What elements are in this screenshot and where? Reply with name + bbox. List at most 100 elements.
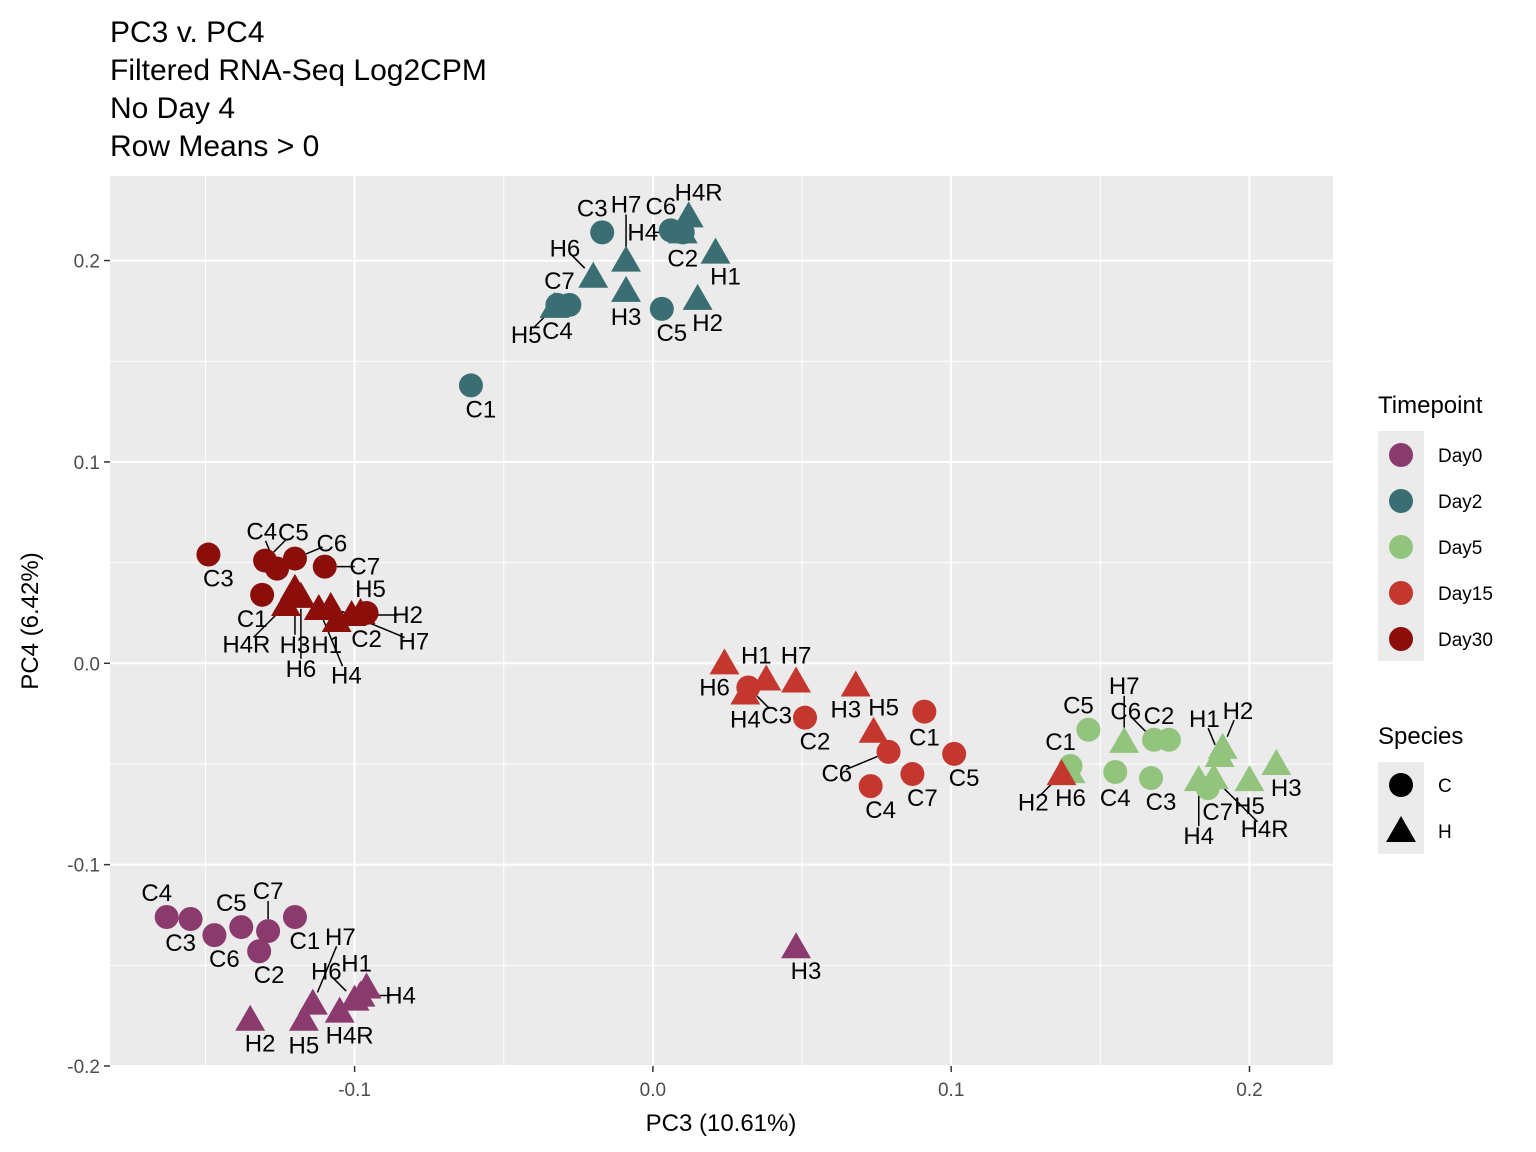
point-label-day2-h1: H1: [710, 264, 741, 291]
point-label-day2-h6: H6: [550, 235, 581, 262]
point-day5-h2: [1207, 732, 1238, 759]
point-day15-c2: [793, 705, 818, 730]
point-day2-h4r: [673, 201, 704, 228]
point-label-day15-c2: C2: [800, 729, 831, 756]
point-day15-h1: [751, 664, 782, 691]
point-label-day30-c4: C4: [246, 519, 277, 546]
point-label-day2-c4: C4: [542, 318, 573, 345]
point-day5-c5: [1076, 717, 1101, 742]
point-label-day5-c1: C1: [1045, 729, 1076, 756]
data-points: [154, 201, 1292, 1031]
point-label-day5-c4: C4: [1100, 785, 1131, 812]
point-day30-h5: [345, 597, 376, 624]
point-label-day15-c4: C4: [865, 797, 896, 824]
point-label-day2-c2: C2: [667, 245, 698, 272]
point-label-day0-c4: C4: [141, 880, 172, 907]
point-label-day5-h7: H7: [1109, 673, 1140, 700]
point-day5-c3: [1139, 766, 1164, 791]
point-label-day2-h4: H4: [627, 219, 658, 246]
point-day0-c6: [202, 923, 227, 948]
point-label-day0-c1: C1: [290, 928, 321, 955]
y-tick-label: 0.2: [74, 252, 100, 273]
point-label-day2-h3: H3: [611, 304, 642, 331]
point-label-day15-c6: C6: [821, 760, 852, 787]
point-label-day5-c6: C6: [1110, 699, 1141, 726]
point-label-day30-h1: H1: [311, 632, 342, 659]
point-label-day5-h4r: H4R: [1241, 816, 1289, 843]
legend-label-species-c: C: [1438, 776, 1452, 797]
legend-species: CH: [1378, 762, 1452, 854]
leader-line-day5-h1: [1207, 727, 1216, 746]
point-day0-c3: [178, 907, 203, 932]
legend-label-day5: Day5: [1438, 538, 1482, 559]
point-label-day15-h5: H5: [868, 695, 899, 722]
y-axis-title: PC4 (6.42%): [17, 552, 44, 689]
point-label-day15-h6: H6: [699, 674, 730, 701]
legend-key-species-h: [1386, 816, 1416, 843]
leader-line-day15-c3: [756, 695, 771, 710]
point-label-day2-c1: C1: [466, 396, 497, 423]
legend-key-species-c: [1389, 773, 1413, 797]
leader-line-day30-c5: [273, 538, 287, 553]
point-label-day30-h2: H2: [392, 602, 423, 629]
point-label-day5-c5: C5: [1063, 693, 1094, 720]
point-label-day0-h1: H1: [341, 950, 372, 977]
point-day2-c1: [458, 373, 483, 398]
y-tick-label: -0.2: [67, 1057, 100, 1078]
point-day15-c4: [858, 774, 883, 799]
point-day0-h4r: [324, 996, 355, 1023]
legend-key-day5: [1389, 535, 1413, 559]
point-day0-h6: [339, 984, 370, 1011]
point-day2-h6: [578, 261, 609, 288]
point-label-day2-h4r: H4R: [675, 179, 723, 206]
point-label-day5-h3: H3: [1271, 775, 1302, 802]
point-day0-h3: [781, 932, 812, 959]
leader-line-day30-c6: [305, 546, 323, 555]
point-day30-c5: [253, 548, 278, 573]
point-label-day5-h1: H1: [1189, 706, 1220, 733]
point-label-day0-c7: C7: [253, 878, 284, 905]
point-day0-c2: [247, 939, 272, 964]
chart-title-line-4: Row Means > 0: [110, 130, 319, 163]
point-day2-h4: [667, 217, 698, 244]
point-day0-c7: [256, 919, 281, 944]
point-day0-c4: [154, 904, 179, 929]
point-day5-c6: [1142, 727, 1167, 752]
point-label-day2-c5: C5: [656, 320, 687, 347]
point-label-day30-h5: H5: [355, 576, 386, 603]
leader-line-day15-c6: [845, 755, 878, 771]
point-label-day2-h5: H5: [511, 322, 542, 349]
point-label-day2-c7: C7: [544, 268, 575, 295]
point-label-day30-h4: H4: [331, 662, 362, 689]
plot-panel: [110, 176, 1333, 1066]
y-axis-ticks: -0.2 -0.1 0.0 0.1 0.2: [67, 252, 110, 1078]
point-label-day0-c2: C2: [254, 962, 285, 989]
point-label-day30-h3: H3: [280, 632, 311, 659]
point-label-day15-c1: C1: [909, 725, 940, 752]
leader-line-day5-c6: [1132, 718, 1147, 732]
point-day0-c1: [282, 904, 307, 929]
leader-line-day0-h7: [316, 946, 338, 993]
y-tick-label: -0.1: [67, 856, 100, 877]
point-day15-h6: [709, 648, 740, 675]
point-day15-h4: [730, 678, 761, 705]
point-label-day30-c2: C2: [351, 626, 382, 653]
point-day2-h1: [700, 237, 731, 264]
x-tick-label: -0.1: [338, 1080, 371, 1101]
point-day0-c5: [229, 915, 254, 940]
point-label-day5-h2: H2: [1223, 698, 1254, 725]
point-day5-h4r: [1198, 763, 1229, 790]
point-label-day15-c5: C5: [949, 765, 980, 792]
legend-species-title: Species: [1378, 723, 1463, 750]
point-label-day30-h7: H7: [399, 628, 430, 655]
x-tick-label: 0.2: [1236, 1080, 1262, 1101]
y-tick-label: 0.0: [74, 654, 100, 675]
point-label-day0-h4: H4: [385, 983, 416, 1010]
point-day2-c5: [649, 296, 674, 321]
point-day5-h7: [1109, 726, 1140, 753]
x-tick-label: 0.0: [640, 1080, 666, 1101]
point-label-day15-h3: H3: [830, 696, 861, 723]
point-label-day30-c5: C5: [278, 519, 309, 546]
point-day30-h6: [285, 581, 316, 608]
point-day0-h5: [288, 1004, 319, 1031]
